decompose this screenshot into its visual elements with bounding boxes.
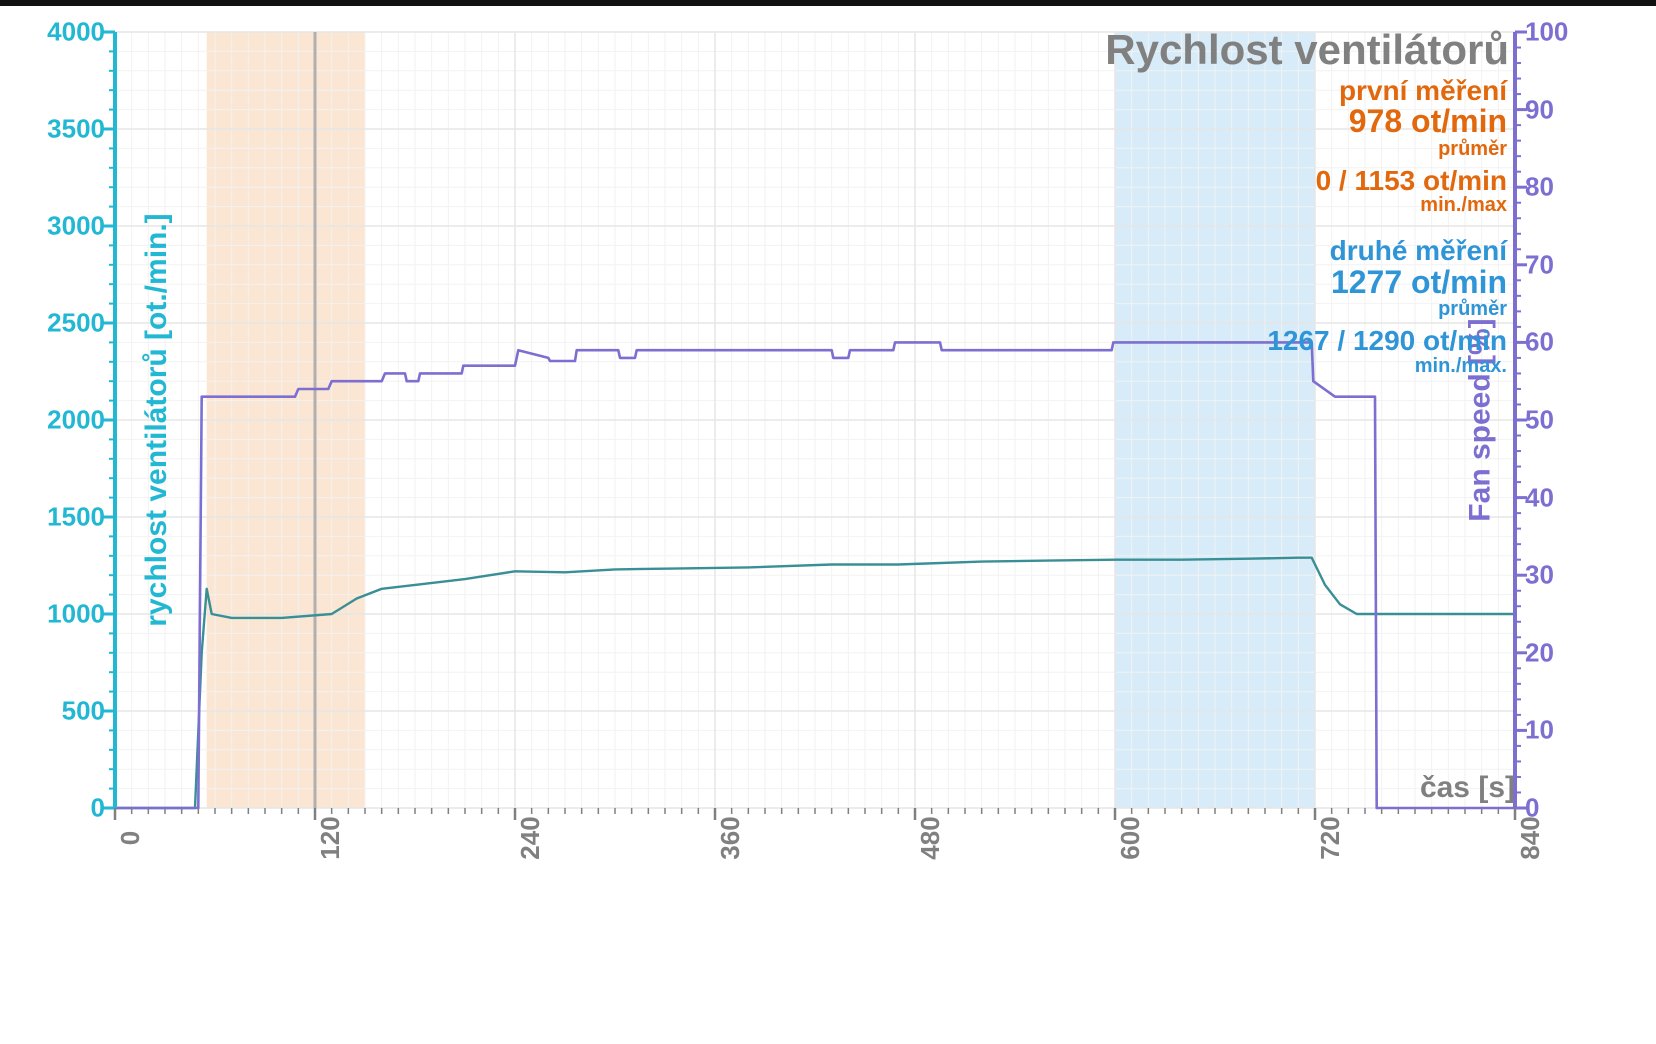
x-tick-label: 840 — [1515, 816, 1546, 859]
y2-tick-label: 70 — [1525, 249, 1554, 280]
x-tick-label: 240 — [515, 816, 546, 859]
y2-tick-label: 60 — [1525, 327, 1554, 358]
svg-text:tuning: tuning — [1570, 798, 1614, 920]
y1-tick-label: 2500 — [47, 308, 105, 339]
x-tick-label: 120 — [315, 816, 346, 859]
plot-area: rychlost ventilátorů [ot./min.] Fan spee… — [115, 32, 1515, 808]
y1-tick-label: 1000 — [47, 599, 105, 630]
x-tick-label: 360 — [715, 816, 746, 859]
m1-value: 978 ot/min — [1267, 105, 1507, 139]
annotation-measurement-1: první měření 978 ot/min průměr 0 / 1153 … — [1267, 76, 1507, 216]
y1-axis-title: rychlost ventilátorů [ot./min.] — [140, 213, 174, 626]
y2-tick-label: 90 — [1525, 94, 1554, 125]
y1-tick-label: 2000 — [47, 405, 105, 436]
m1-range-sub: min./max — [1267, 195, 1507, 216]
m2-range: 1267 / 1290 ot/min — [1267, 326, 1507, 355]
y2-tick-label: 100 — [1525, 17, 1568, 48]
y1-tick-label: 3500 — [47, 114, 105, 145]
y1-tick-label: 3000 — [47, 211, 105, 242]
y1-tick-label: 500 — [62, 696, 105, 727]
annotations: první měření 978 ot/min průměr 0 / 1153 … — [1267, 76, 1507, 397]
x-tick-label: 480 — [915, 816, 946, 859]
chart-frame: rychlost ventilátorů [ot./min.] Fan spee… — [0, 0, 1656, 1044]
svg-text:pc: pc — [1570, 923, 1614, 970]
m2-value-sub: průměr — [1267, 299, 1507, 320]
y2-tick-label: 10 — [1525, 715, 1554, 746]
chart-title: Rychlost ventilátorů — [1105, 26, 1509, 74]
y2-tick-label: 80 — [1525, 172, 1554, 203]
annotation-measurement-2: druhé měření 1277 ot/min průměr 1267 / 1… — [1267, 236, 1507, 376]
y1-tick-label: 1500 — [47, 502, 105, 533]
m2-range-sub: min./max. — [1267, 356, 1507, 377]
y2-tick-label: 50 — [1525, 405, 1554, 436]
m2-value: 1277 ot/min — [1267, 266, 1507, 300]
y2-tick-label: 20 — [1525, 637, 1554, 668]
x-tick-label: 600 — [1115, 816, 1146, 859]
m1-range: 0 / 1153 ot/min — [1267, 166, 1507, 195]
y2-tick-label: 40 — [1525, 482, 1554, 513]
y1-tick-label: 4000 — [47, 17, 105, 48]
x-tick-label: 0 — [115, 831, 146, 845]
x-tick-label: 720 — [1315, 816, 1346, 859]
m1-value-sub: průměr — [1267, 139, 1507, 160]
x-axis-title: čas [s] — [1420, 771, 1515, 805]
y1-tick-label: 0 — [91, 793, 105, 824]
m2-title: druhé měření — [1267, 236, 1507, 265]
y2-tick-label: 30 — [1525, 560, 1554, 591]
m1-title: první měření — [1267, 76, 1507, 105]
